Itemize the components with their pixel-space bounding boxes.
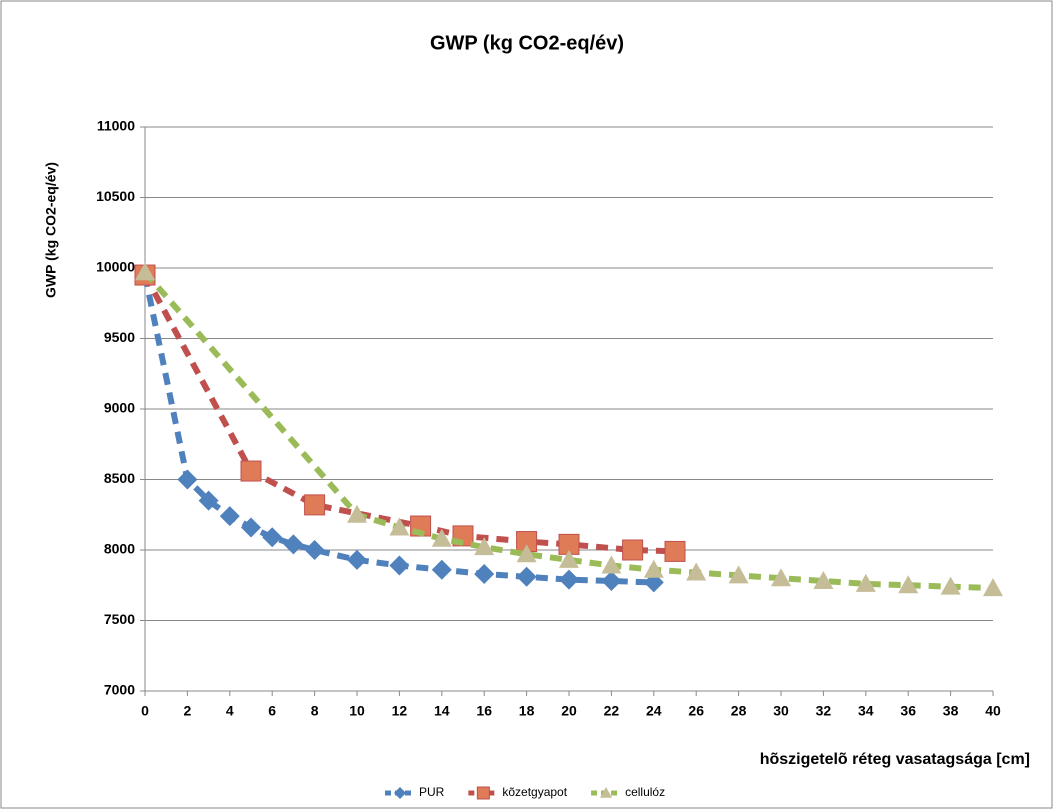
marker [516,544,537,563]
marker [983,578,1003,597]
legend-marker [476,786,490,800]
x-tick-label: 40 [985,703,1001,719]
marker [135,262,155,281]
legend-label: cellulóz [625,785,665,799]
x-tick-label: 32 [816,703,832,719]
x-tick-label: 2 [184,703,192,719]
x-tick-label: 18 [519,703,535,719]
x-tick-label: 34 [858,703,874,719]
marker [559,549,579,568]
x-tick-label: 36 [900,703,916,719]
marker [219,506,240,527]
y-tick-label: 7000 [104,682,135,698]
marker [431,528,452,547]
marker [389,517,410,536]
marker [431,559,452,580]
x-tick-label: 26 [688,703,704,719]
marker [304,494,326,516]
y-tick-label: 9500 [104,329,135,345]
x-tick-label: 30 [773,703,789,719]
marker [622,539,644,561]
marker [940,576,961,595]
marker [813,571,834,590]
x-tick-label: 12 [392,703,408,719]
legend-marker [600,787,613,798]
x-tick-label: 6 [268,703,276,719]
marker [389,555,410,576]
x-tick-label: 38 [943,703,959,719]
x-tick-label: 8 [311,703,319,719]
x-axis-label: hõszigetelõ réteg vasatagsága [cm] [760,751,1030,768]
marker [898,575,919,594]
marker [601,571,622,592]
marker [177,469,198,490]
y-tick-label: 11000 [97,118,135,134]
x-tick-label: 0 [141,703,149,719]
x-tick-label: 20 [561,703,577,719]
marker [474,563,495,584]
x-tick-label: 24 [646,703,662,719]
y-tick-label: 10000 [96,259,135,275]
marker [664,540,686,562]
marker [262,527,283,548]
marker [601,555,622,574]
marker [728,565,749,584]
marker [347,549,367,570]
y-tick-label: 7500 [104,611,135,627]
marker [283,534,304,555]
marker [241,517,261,538]
y-tick-label: 8000 [104,541,135,557]
legend-label: kõzetgyapot [502,785,567,799]
y-axis-label: GWP (kg CO2-eq/év) [43,162,59,298]
x-tick-label: 14 [434,703,450,719]
marker [240,460,262,482]
marker [643,559,664,578]
y-tick-label: 8500 [104,470,135,486]
x-tick-label: 28 [731,703,747,719]
x-tick-label: 22 [604,703,620,719]
marker [855,573,876,592]
chart-title: GWP (kg CO2-eq/év) [430,32,624,54]
x-tick-label: 4 [226,703,234,719]
marker [771,568,791,587]
marker [686,562,707,581]
series-line [142,274,654,586]
legend-label: PUR [419,785,445,799]
marker [516,566,537,587]
legend-marker [394,787,406,799]
y-tick-label: 10500 [96,188,135,204]
marker [474,537,495,556]
x-tick-label: 10 [349,703,365,719]
y-tick-label: 9000 [104,400,135,416]
marker [304,540,325,560]
marker [347,504,367,523]
marker [198,490,219,511]
marker [559,569,579,590]
x-tick-label: 16 [476,703,492,719]
